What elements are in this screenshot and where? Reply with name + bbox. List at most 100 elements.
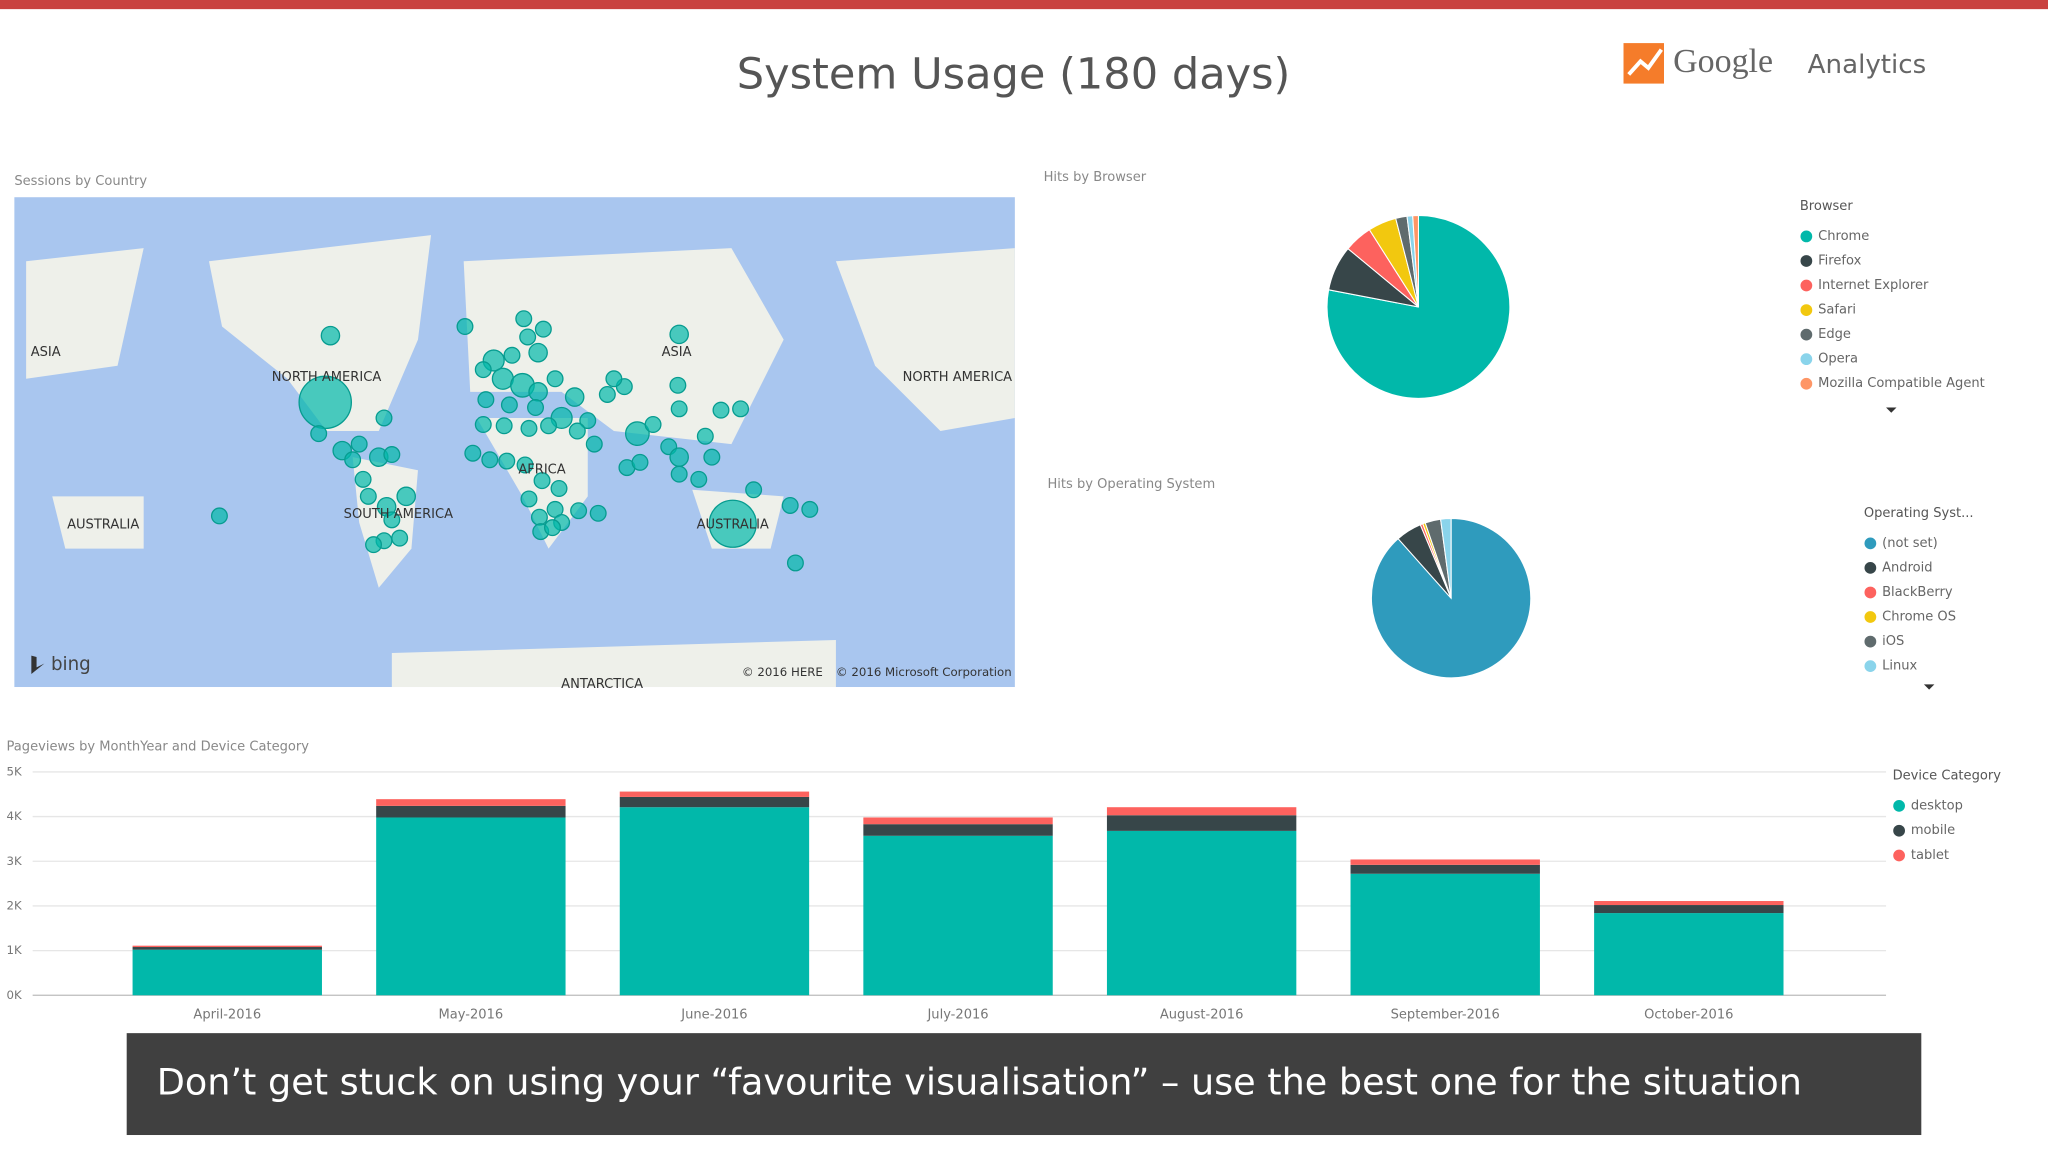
- map-bubble: [320, 325, 341, 346]
- map-bubble: [474, 361, 492, 379]
- map-bubble: [564, 387, 585, 407]
- map-bubble: [589, 504, 607, 522]
- map-bubble: [528, 382, 548, 402]
- y-tick-label: 0K: [7, 988, 22, 1002]
- top-bar: [0, 0, 2048, 10]
- bing-icon: [31, 655, 45, 674]
- map-bubble: [456, 318, 474, 336]
- map-provider: bing: [51, 654, 91, 675]
- logo-brand: Google: [1673, 43, 1773, 80]
- pie-slice: [1412, 214, 1419, 307]
- map-bubble: [669, 447, 689, 467]
- map-bubble: [383, 446, 401, 464]
- page-title: System Usage (180 days): [737, 50, 1291, 100]
- legend-label: iOS: [1882, 634, 1904, 649]
- map-bubble: [712, 401, 730, 419]
- legend-swatch: [1864, 635, 1877, 648]
- legend-label: Mozilla Compatible Agent: [1818, 376, 1985, 391]
- bar-segment: [376, 805, 566, 818]
- x-tick-label: October-2016: [1644, 1007, 1733, 1022]
- legend-swatch: [1800, 230, 1813, 243]
- x-tick-label: July-2016: [926, 1007, 988, 1022]
- land: [26, 248, 144, 379]
- legend-swatch: [1800, 353, 1813, 366]
- bar-segment: [863, 835, 1053, 996]
- map-bubble: [354, 470, 372, 488]
- chart-title: Hits by Operating System: [1048, 477, 1216, 492]
- land: [391, 640, 836, 688]
- legend-label: Opera: [1818, 352, 1858, 367]
- map-bubble: [477, 391, 495, 409]
- map-bubble: [210, 507, 228, 525]
- bar-segment: [132, 949, 322, 996]
- map-bubble: [375, 409, 393, 427]
- map-bubble: [350, 435, 368, 453]
- map-bubble: [533, 472, 551, 490]
- legend-swatch: [1893, 849, 1905, 862]
- legend-label: Android: [1882, 560, 1932, 575]
- map-bubble: [503, 346, 521, 364]
- bar-segment: [1106, 830, 1297, 996]
- map-bubble: [644, 415, 662, 433]
- logo: Google Analytics: [1623, 43, 1927, 84]
- bar-segment: [619, 791, 810, 797]
- map-bubble: [708, 499, 757, 548]
- map-label: NORTH AMERICA: [903, 370, 1013, 385]
- bar-segment: [863, 817, 1053, 825]
- map-bubble: [550, 479, 568, 497]
- bar-segment: [1106, 815, 1297, 831]
- map-label: ANTARCTICA: [561, 677, 643, 692]
- legend-label: Safari: [1818, 303, 1856, 318]
- map-bubble: [396, 486, 416, 507]
- map-bubble: [500, 396, 518, 414]
- land: [463, 248, 784, 445]
- map-bubble: [624, 421, 650, 447]
- bar-segment: [1106, 807, 1297, 816]
- legend-swatch: [1800, 279, 1813, 292]
- map-bubble: [520, 419, 538, 437]
- map-bubble: [585, 435, 603, 453]
- map-bubble: [605, 370, 623, 388]
- map-attribution: © 2016 HERE: [742, 665, 823, 679]
- map-bubble: [498, 452, 516, 470]
- legend-swatch: [1864, 537, 1877, 550]
- legend-title: Device Category: [1893, 768, 2002, 783]
- map-label: ASIA: [662, 345, 692, 360]
- land: [835, 248, 1015, 432]
- logo-product: Analytics: [1808, 50, 1927, 80]
- map-attribution: © 2016 Microsoft Corporation: [836, 665, 1012, 679]
- bar-segment: [619, 796, 810, 808]
- map-bubble: [310, 425, 328, 443]
- map-label: AFRICA: [518, 463, 565, 478]
- map-label: AUSTRALIA: [67, 518, 139, 533]
- bar-segment: [132, 945, 322, 948]
- map-bubble: [786, 554, 804, 572]
- map-bubble: [631, 453, 649, 471]
- map-bubble: [598, 385, 616, 403]
- bar-segment: [376, 799, 566, 806]
- map-bubble: [474, 415, 492, 433]
- y-tick-label: 2K: [7, 898, 22, 912]
- caption: Don’t get stuck on using your “favourite…: [157, 1061, 1802, 1104]
- land: [52, 496, 144, 549]
- map-bubble: [516, 456, 534, 474]
- legend-swatch: [1864, 611, 1877, 623]
- legend-label: BlackBerry: [1882, 585, 1953, 600]
- legend-swatch: [1864, 562, 1877, 574]
- map-bubble: [544, 519, 561, 537]
- map-bubble: [781, 496, 799, 514]
- bar-segment: [132, 947, 322, 950]
- legend-label: Internet Explorer: [1818, 278, 1929, 293]
- legend-swatch: [1800, 304, 1813, 316]
- legend-swatch: [1864, 586, 1877, 599]
- map-bubble: [359, 487, 377, 505]
- map-bubble: [579, 412, 597, 430]
- map-bubble: [464, 444, 482, 462]
- map-bubble: [534, 320, 552, 338]
- x-tick-label: September-2016: [1391, 1007, 1500, 1022]
- bar-segment: [1594, 905, 1784, 914]
- map-bubble: [528, 342, 548, 363]
- map-bubble: [546, 370, 564, 388]
- chart-title: Hits by Browser: [1044, 170, 1147, 185]
